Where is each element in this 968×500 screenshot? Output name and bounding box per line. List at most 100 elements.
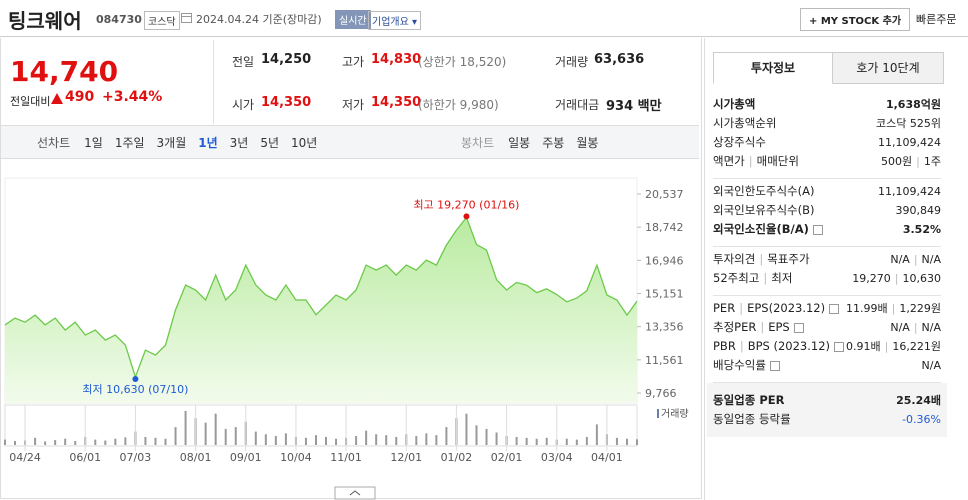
info-value-part: 10,630	[902, 272, 942, 285]
toggle-button[interactable]	[334, 486, 376, 500]
info-row: PBR | BPS (2023.12) 0.91배 | 16,221원	[713, 337, 941, 356]
volume-legend-mark	[657, 409, 659, 418]
volume-bar	[94, 439, 97, 445]
stat-value: 14,350	[261, 95, 312, 110]
stat-label: 거래량	[555, 55, 589, 69]
help-icon[interactable]	[834, 341, 845, 352]
divider	[213, 40, 214, 124]
info-value-part: N/A	[890, 321, 910, 334]
period-item[interactable]: 1일	[84, 136, 103, 150]
candle-item[interactable]: 주봉	[542, 136, 565, 150]
period-item[interactable]: 1년	[198, 136, 218, 150]
x-tick-label: 06/01	[69, 451, 101, 464]
info-section: 시가총액 1,638억원 시가총액순위 코스닥 525위 상장주식수 11,109,424…	[713, 92, 941, 179]
help-icon[interactable]	[829, 303, 840, 314]
x-tick-label: 04/01	[591, 451, 623, 464]
info-label: 배당수익률	[713, 356, 780, 375]
volume-bar	[495, 432, 498, 445]
period-item[interactable]: 3개월	[156, 136, 187, 150]
my-stock-button[interactable]: + MY STOCK 추가	[800, 8, 911, 31]
info-value: N/A	[922, 356, 941, 375]
period-item[interactable]: 1주일	[114, 136, 145, 150]
stat-value: 934 백만	[606, 99, 662, 114]
volume-bar	[4, 439, 6, 445]
info-value: N/A | N/A	[890, 318, 941, 337]
info-value-part: 11,109,424	[878, 136, 941, 149]
info-label-part: 동일업종 등락률	[713, 412, 791, 426]
volume-bar	[355, 436, 358, 445]
period-item[interactable]: 3년	[229, 136, 249, 150]
toggle-icon[interactable]	[349, 490, 361, 496]
volume-bar	[365, 430, 368, 445]
current-price: 14,740	[10, 55, 119, 88]
info-value: 500원 | 1주	[881, 152, 941, 171]
info-label: 액면가 | 매매단위	[713, 152, 799, 171]
period-item[interactable]: 5년	[260, 136, 280, 150]
x-tick-label: 07/03	[120, 451, 152, 464]
x-tick-label: 04/24	[9, 451, 41, 464]
market-badge: 코스닥	[144, 11, 180, 30]
volume-bar	[34, 437, 37, 445]
low-point	[132, 376, 139, 383]
volume-bar	[164, 438, 167, 445]
company-menu[interactable]: 기업개요 ▾	[368, 11, 422, 30]
candle-item[interactable]: 일봉	[508, 136, 531, 150]
realtime-badge[interactable]: 실시간	[335, 10, 371, 29]
separator: |	[891, 302, 896, 315]
help-icon[interactable]	[769, 360, 780, 371]
info-label-part: 외국인보유주식수(B)	[713, 203, 815, 217]
volume-bar	[184, 411, 187, 445]
help-icon[interactable]	[812, 224, 823, 235]
tabs: 투자정보 호가 10단계	[713, 52, 944, 84]
volume-bar	[154, 437, 157, 445]
separator: |	[894, 272, 899, 285]
period-item[interactable]: 10년	[291, 136, 318, 150]
stat-value: 14,350	[371, 95, 422, 110]
volume-bar	[284, 433, 287, 445]
volume-bar	[144, 436, 147, 445]
info-value-part: N/A	[890, 253, 910, 266]
info-row: 외국인한도주식수(A) 11,109,424	[713, 182, 941, 201]
info-value-part: 1,229원	[899, 302, 941, 315]
help-icon[interactable]	[793, 322, 804, 333]
tab[interactable]: 투자정보	[713, 52, 833, 84]
high-point	[463, 213, 470, 220]
info-label: 동일업종 등락률	[713, 410, 791, 429]
volume-bar	[204, 422, 207, 445]
period-label: 선차트	[37, 136, 71, 150]
tab[interactable]: 호가 10단계	[833, 52, 944, 84]
info-section: PER | EPS(2023.12) 11.99배 | 1,229원 추정PER | EPS N/…	[713, 296, 941, 383]
stat-value: 63,636	[594, 52, 645, 67]
volume-bar	[174, 427, 177, 445]
info-value: 1,638억원	[886, 95, 941, 114]
info-row: 시가총액 1,638억원	[713, 95, 941, 114]
info-label-part: 동일업종 PER	[713, 393, 785, 407]
volume-bar	[224, 428, 227, 445]
company-menu-text[interactable]: 기업개요	[372, 17, 409, 28]
volume-bar	[264, 434, 267, 445]
volume-bar	[595, 424, 598, 445]
candle-item[interactable]: 월봉	[576, 136, 599, 150]
volume-bar	[54, 440, 57, 445]
x-tick-label: 02/01	[491, 451, 523, 464]
x-tick-label: 11/01	[330, 451, 362, 464]
header	[0, 0, 968, 37]
y-tick-label: 18,742	[645, 221, 684, 234]
separator: |	[759, 252, 764, 266]
info-label-part: 시가총액순위	[713, 116, 777, 130]
info-value: 25.24배	[896, 391, 941, 410]
volume-bar	[314, 435, 317, 445]
info-value-part: N/A	[921, 359, 941, 372]
candle-label: 봉차트	[461, 136, 495, 150]
stock-code: 084730	[96, 13, 142, 26]
volume-bar	[335, 438, 338, 445]
info-label-part: 시가총액	[713, 97, 756, 111]
stat-value: 14,830	[371, 52, 422, 67]
candle-row: 봉차트 일봉 주봉 월봉	[461, 134, 610, 151]
info-value-part: 코스닥 525위	[876, 117, 941, 130]
volume-bar	[625, 438, 628, 445]
info-value-part: 1주	[923, 155, 941, 168]
separator: |	[748, 154, 753, 168]
quick-order[interactable]: 빠른주문	[916, 13, 957, 26]
